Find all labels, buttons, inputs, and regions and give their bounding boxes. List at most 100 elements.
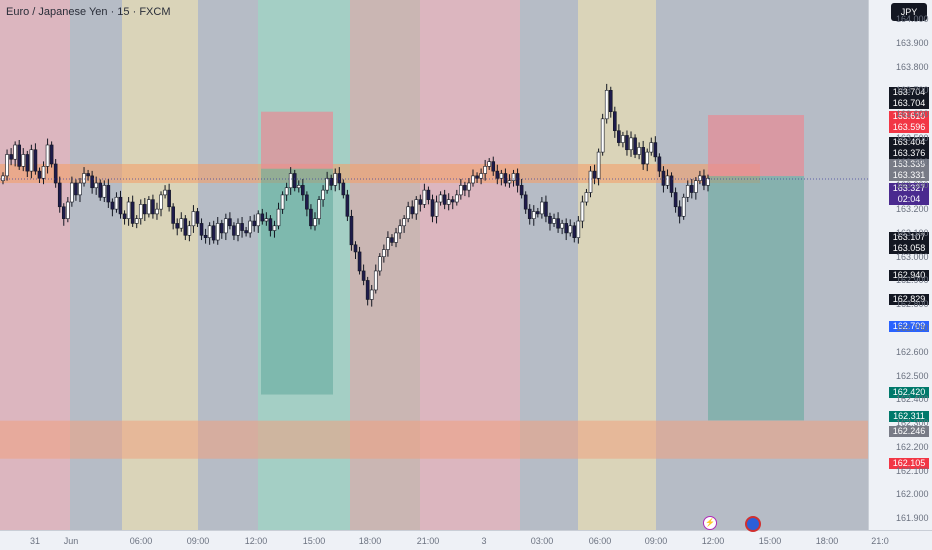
candle-body (341, 182, 346, 196)
candle-body (207, 225, 212, 238)
candle-body (483, 166, 487, 174)
price-tick: 162.900 (896, 275, 929, 286)
candle-body (604, 90, 609, 120)
candle-body (118, 196, 123, 215)
candle-body (232, 225, 236, 236)
price-label: 163.610 (889, 111, 929, 122)
candle-body (681, 196, 686, 217)
candle-body (134, 218, 139, 224)
time-axis[interactable] (0, 530, 932, 550)
price-tick: 163.900 (896, 37, 929, 48)
candle-body (183, 218, 188, 236)
candle-body (507, 180, 512, 184)
candle-body (430, 199, 435, 217)
price-tick: 162.600 (896, 346, 929, 357)
price-tick: 162.300 (896, 418, 929, 429)
price-tick: 163.500 (896, 132, 929, 143)
candle-body (454, 194, 459, 203)
candle-body (155, 208, 159, 215)
price-label: 162.709 (889, 321, 929, 332)
candle-body (260, 213, 265, 222)
candle-body (365, 280, 370, 300)
candle-body (410, 206, 415, 215)
current-price-label: 163.327 02:04 (889, 183, 929, 205)
candle-body (548, 215, 552, 224)
candle-body (70, 182, 74, 203)
candle-body (584, 192, 589, 203)
bar-countdown: 02:04 (897, 194, 921, 204)
candle-body (540, 201, 544, 215)
candle-body (556, 218, 560, 229)
candle-body (45, 144, 50, 167)
candle-body (130, 201, 135, 224)
candle-body (82, 173, 86, 184)
candle-body (511, 173, 516, 181)
candle-body (694, 180, 698, 193)
candle-body (219, 223, 224, 234)
candle-body (329, 177, 333, 186)
price-tick: 162.800 (896, 299, 929, 310)
candle-body (138, 204, 143, 219)
candle-body (463, 185, 467, 191)
candle-body (442, 194, 447, 205)
candle-body (86, 173, 90, 177)
price-label: 163.404 (889, 137, 929, 148)
candle-body (53, 163, 58, 184)
candle-body (244, 230, 248, 234)
candle-body (438, 194, 443, 203)
price-tick: 162.400 (896, 394, 929, 405)
time-tick: 06:00 (588, 536, 612, 546)
price-tick: 162.200 (896, 441, 929, 452)
candle-body (637, 147, 641, 155)
candle-body (175, 223, 180, 229)
candle-body (661, 170, 666, 186)
currency-button[interactable]: JPY (891, 3, 927, 21)
price-label: 163.596 (889, 122, 929, 133)
candle-body (25, 154, 30, 172)
candle-body (361, 270, 366, 281)
candle-body (159, 194, 163, 210)
candle-body (446, 199, 451, 205)
candle-body (191, 211, 196, 227)
candle-body (98, 182, 103, 198)
candle-body (479, 173, 483, 179)
candle-body (418, 199, 423, 205)
time-tick: 12:00 (701, 536, 725, 546)
candle-body (122, 213, 127, 219)
candle-body (475, 175, 479, 179)
candle-body (9, 154, 13, 160)
candle-body (544, 201, 548, 217)
candle-body (167, 189, 171, 208)
candle-body (1, 175, 5, 181)
candle-body (90, 175, 94, 189)
candle-body (698, 175, 702, 181)
candle-body (337, 173, 342, 184)
candle-body (706, 177, 710, 186)
price-label: 163.376 (889, 148, 929, 159)
price-tick: 163.400 (896, 156, 929, 167)
candle-body (252, 220, 257, 227)
candle-body (414, 199, 419, 215)
candle-body (613, 111, 617, 132)
time-tick: 09:00 (186, 536, 210, 546)
candle-body (523, 194, 528, 210)
candle-body (224, 218, 228, 234)
candle-body (398, 225, 402, 234)
candle-body (305, 194, 309, 210)
candle-body (580, 201, 585, 222)
candle-body (248, 220, 252, 234)
time-tick: 18:00 (358, 536, 382, 546)
chart-plot-area[interactable] (0, 0, 868, 530)
candle-body (621, 135, 625, 143)
candle-body (33, 149, 38, 172)
economic-event-icon[interactable] (745, 516, 761, 532)
chart-title: Euro / Japanese Yen · 15 · FXCM (6, 6, 171, 18)
time-tick: 06:00 (129, 536, 153, 546)
candle-body (106, 185, 111, 203)
candle-body (406, 206, 410, 219)
lightning-icon[interactable]: ⚡ (703, 516, 717, 530)
candle-body (179, 218, 184, 229)
candle-body (321, 189, 325, 200)
candle-body (94, 182, 98, 189)
